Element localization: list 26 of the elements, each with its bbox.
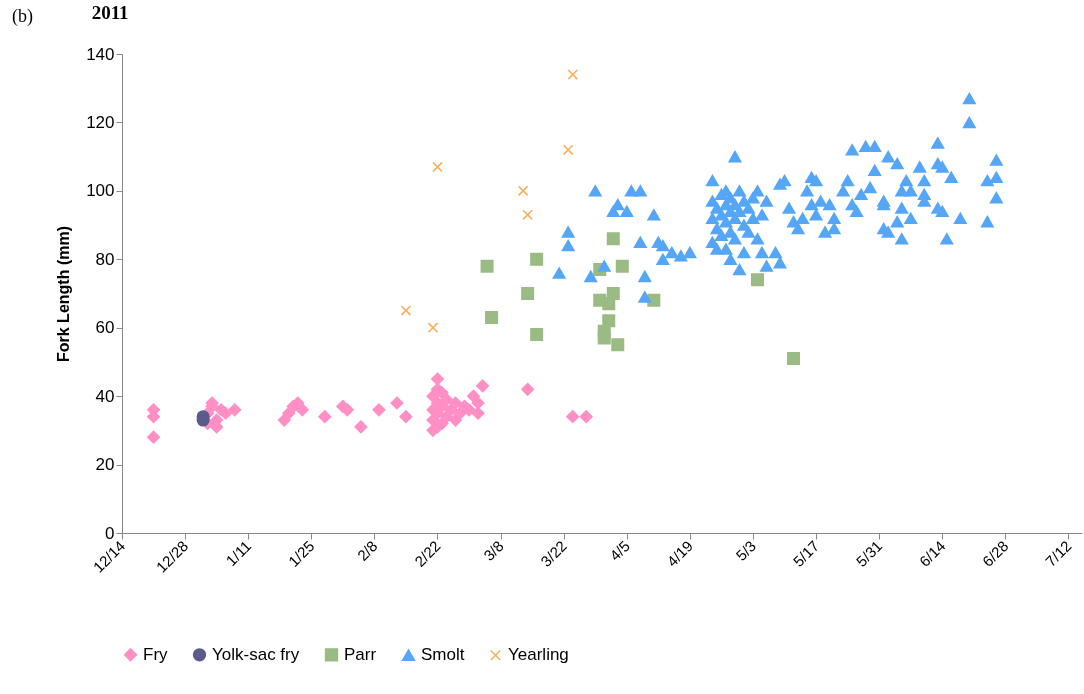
y-tick-label: 80 [95, 249, 115, 269]
x-tick-label: 5/3 [732, 537, 760, 564]
legend-label: Yearling [508, 645, 569, 665]
x-tick-label: 6/14 [915, 537, 949, 570]
y-tick-label: 40 [95, 386, 115, 406]
text: (b) [12, 6, 33, 27]
chart-title: 2011 [91, 2, 129, 23]
x-tick-label: 6/28 [978, 537, 1012, 570]
y-axis-title: Fork Length (mm) [55, 226, 73, 362]
x-tick-label: 7/12 [1041, 537, 1075, 570]
legend-label: Yolk-sac fry [212, 644, 300, 664]
y-tick-label: 20 [95, 455, 115, 475]
x-tick-label: 4/19 [663, 537, 697, 570]
x-tick-label: 3/8 [479, 537, 507, 564]
y-tick-label: 120 [86, 112, 115, 132]
x-tick-label: 5/31 [852, 537, 886, 570]
y-tick-label: 140 [86, 44, 115, 64]
x-tick-label: 2/8 [353, 537, 381, 564]
legend-label: Smolt [421, 645, 465, 665]
y-tick-label: 60 [95, 318, 115, 338]
y-tick-label: 0 [105, 523, 115, 543]
x-tick-label: 1/11 [222, 537, 255, 570]
legend-label: Parr [344, 644, 377, 664]
x-tick-label: 4/5 [606, 537, 633, 564]
legend-label: Fry [143, 644, 169, 664]
y-tick-label: 100 [86, 181, 115, 201]
